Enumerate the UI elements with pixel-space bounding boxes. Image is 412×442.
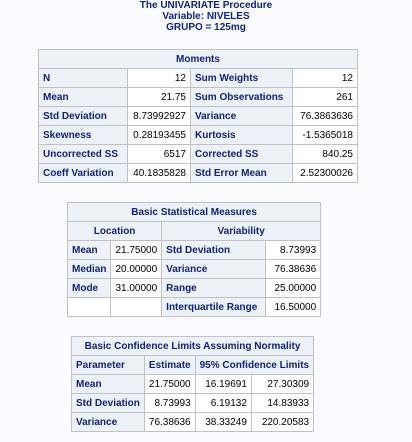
table-row: Coeff Variation 40.1835828 Std Error Mea… [38, 163, 358, 183]
cell-value: 0.28193455 [127, 125, 191, 145]
row-label: Mode [66, 278, 112, 298]
table-row: Variance 76.38636 38.33249 220.20583 [71, 412, 315, 432]
parameter-header: Parameter [71, 355, 145, 375]
cell-value: 261 [292, 87, 358, 107]
table-row: Skewness 0.28193455 Kurtosis -1.5365018 [38, 125, 358, 145]
cell-value: 6.19132 [194, 393, 252, 413]
table-row: Mean 21.75000 Std Deviation 8.73993 [66, 240, 322, 260]
row-label: Variance [161, 259, 267, 279]
cell-value: 8.73992927 [127, 106, 191, 126]
basic-measures-table: Basic Statistical Measures Location Vari… [66, 202, 322, 317]
cell-value: 76.38636 [143, 412, 196, 432]
table-row: Interquartile Range 16.50000 [66, 297, 322, 317]
row-label: Coeff Variation [38, 163, 128, 183]
confidence-limits-table: Basic Confidence Limits Assuming Normali… [70, 336, 315, 432]
cell-value: 76.3863636 [292, 106, 358, 126]
row-label: Kurtosis [190, 125, 293, 145]
variable-title: Variable: NIVELES [162, 11, 250, 22]
cell-value: 16.50000 [265, 297, 322, 317]
cell-value: 2.52300026 [292, 163, 358, 183]
cell-value: 21.75 [127, 87, 191, 107]
table-row: Mean 21.75000 16.19691 27.30309 [71, 374, 315, 394]
row-label: Sum Observations [190, 87, 293, 107]
procedure-titles: The UNIVARIATE Procedure Variable: NIVEL… [0, 0, 412, 33]
moments-table: Moments N 12 Sum Weights 12 Mean 21.75 S… [38, 49, 358, 183]
cell-value: 8.73993 [143, 393, 196, 413]
row-label: Mean [71, 374, 145, 394]
empty-cell [66, 297, 112, 317]
estimate-header: Estimate [143, 355, 196, 375]
cell-value: 21.75000 [143, 374, 196, 394]
cell-value: 14.83933 [250, 393, 315, 413]
row-label: N [38, 68, 128, 88]
table-row: Std Deviation 8.73993 6.19132 14.83933 [71, 393, 315, 413]
cell-value: 12 [292, 68, 358, 88]
row-label: Skewness [38, 125, 128, 145]
confidence-caption: Basic Confidence Limits Assuming Normali… [70, 336, 315, 356]
row-label: Variance [71, 412, 145, 432]
row-label: Uncorrected SS [38, 144, 128, 164]
row-label: Mean [38, 87, 128, 107]
moments-caption: Moments [38, 49, 358, 69]
cell-value: 40.1835828 [127, 163, 191, 183]
group-title: GRUPO = 125mg [166, 22, 246, 33]
row-label: Std Deviation [161, 240, 267, 260]
row-label: Variance [190, 106, 293, 126]
cell-value: -1.5365018 [292, 125, 358, 145]
row-label: Sum Weights [190, 68, 293, 88]
cell-value: 20.00000 [110, 259, 163, 279]
cell-value: 31.00000 [110, 278, 163, 298]
table-row: Std Deviation 8.73992927 Variance 76.386… [38, 106, 358, 126]
cell-value: 25.00000 [265, 278, 322, 298]
row-label: Mean [66, 240, 112, 260]
basic-measures-caption: Basic Statistical Measures [66, 202, 322, 222]
variability-header: Variability [161, 221, 322, 241]
empty-cell [110, 297, 163, 317]
cell-value: 12 [127, 68, 191, 88]
cell-value: 8.73993 [265, 240, 322, 260]
table-row: Median 20.00000 Variance 76.38636 [66, 259, 322, 279]
cell-value: 27.30309 [250, 374, 315, 394]
table-row: Uncorrected SS 6517 Corrected SS 840.25 [38, 144, 358, 164]
cell-value: 220.20583 [250, 412, 315, 432]
row-label: Std Error Mean [190, 163, 293, 183]
cell-value: 840.25 [292, 144, 358, 164]
row-label: Range [161, 278, 267, 298]
cell-value: 16.19691 [194, 374, 252, 394]
row-label: Std Deviation [71, 393, 145, 413]
confidence-limits-header: 95% Confidence Limits [194, 355, 315, 375]
table-row: Mode 31.00000 Range 25.00000 [66, 278, 322, 298]
cell-value: 6517 [127, 144, 191, 164]
location-header: Location [66, 221, 163, 241]
table-row: N 12 Sum Weights 12 [38, 68, 358, 88]
procedure-title: The UNIVARIATE Procedure [139, 0, 273, 11]
cell-value: 21.75000 [110, 240, 163, 260]
row-label: Interquartile Range [161, 297, 267, 317]
row-label: Std Deviation [38, 106, 128, 126]
cell-value: 76.38636 [265, 259, 322, 279]
cell-value: 38.33249 [194, 412, 252, 432]
table-row: Mean 21.75 Sum Observations 261 [38, 87, 358, 107]
row-label: Median [66, 259, 112, 279]
row-label: Corrected SS [190, 144, 293, 164]
